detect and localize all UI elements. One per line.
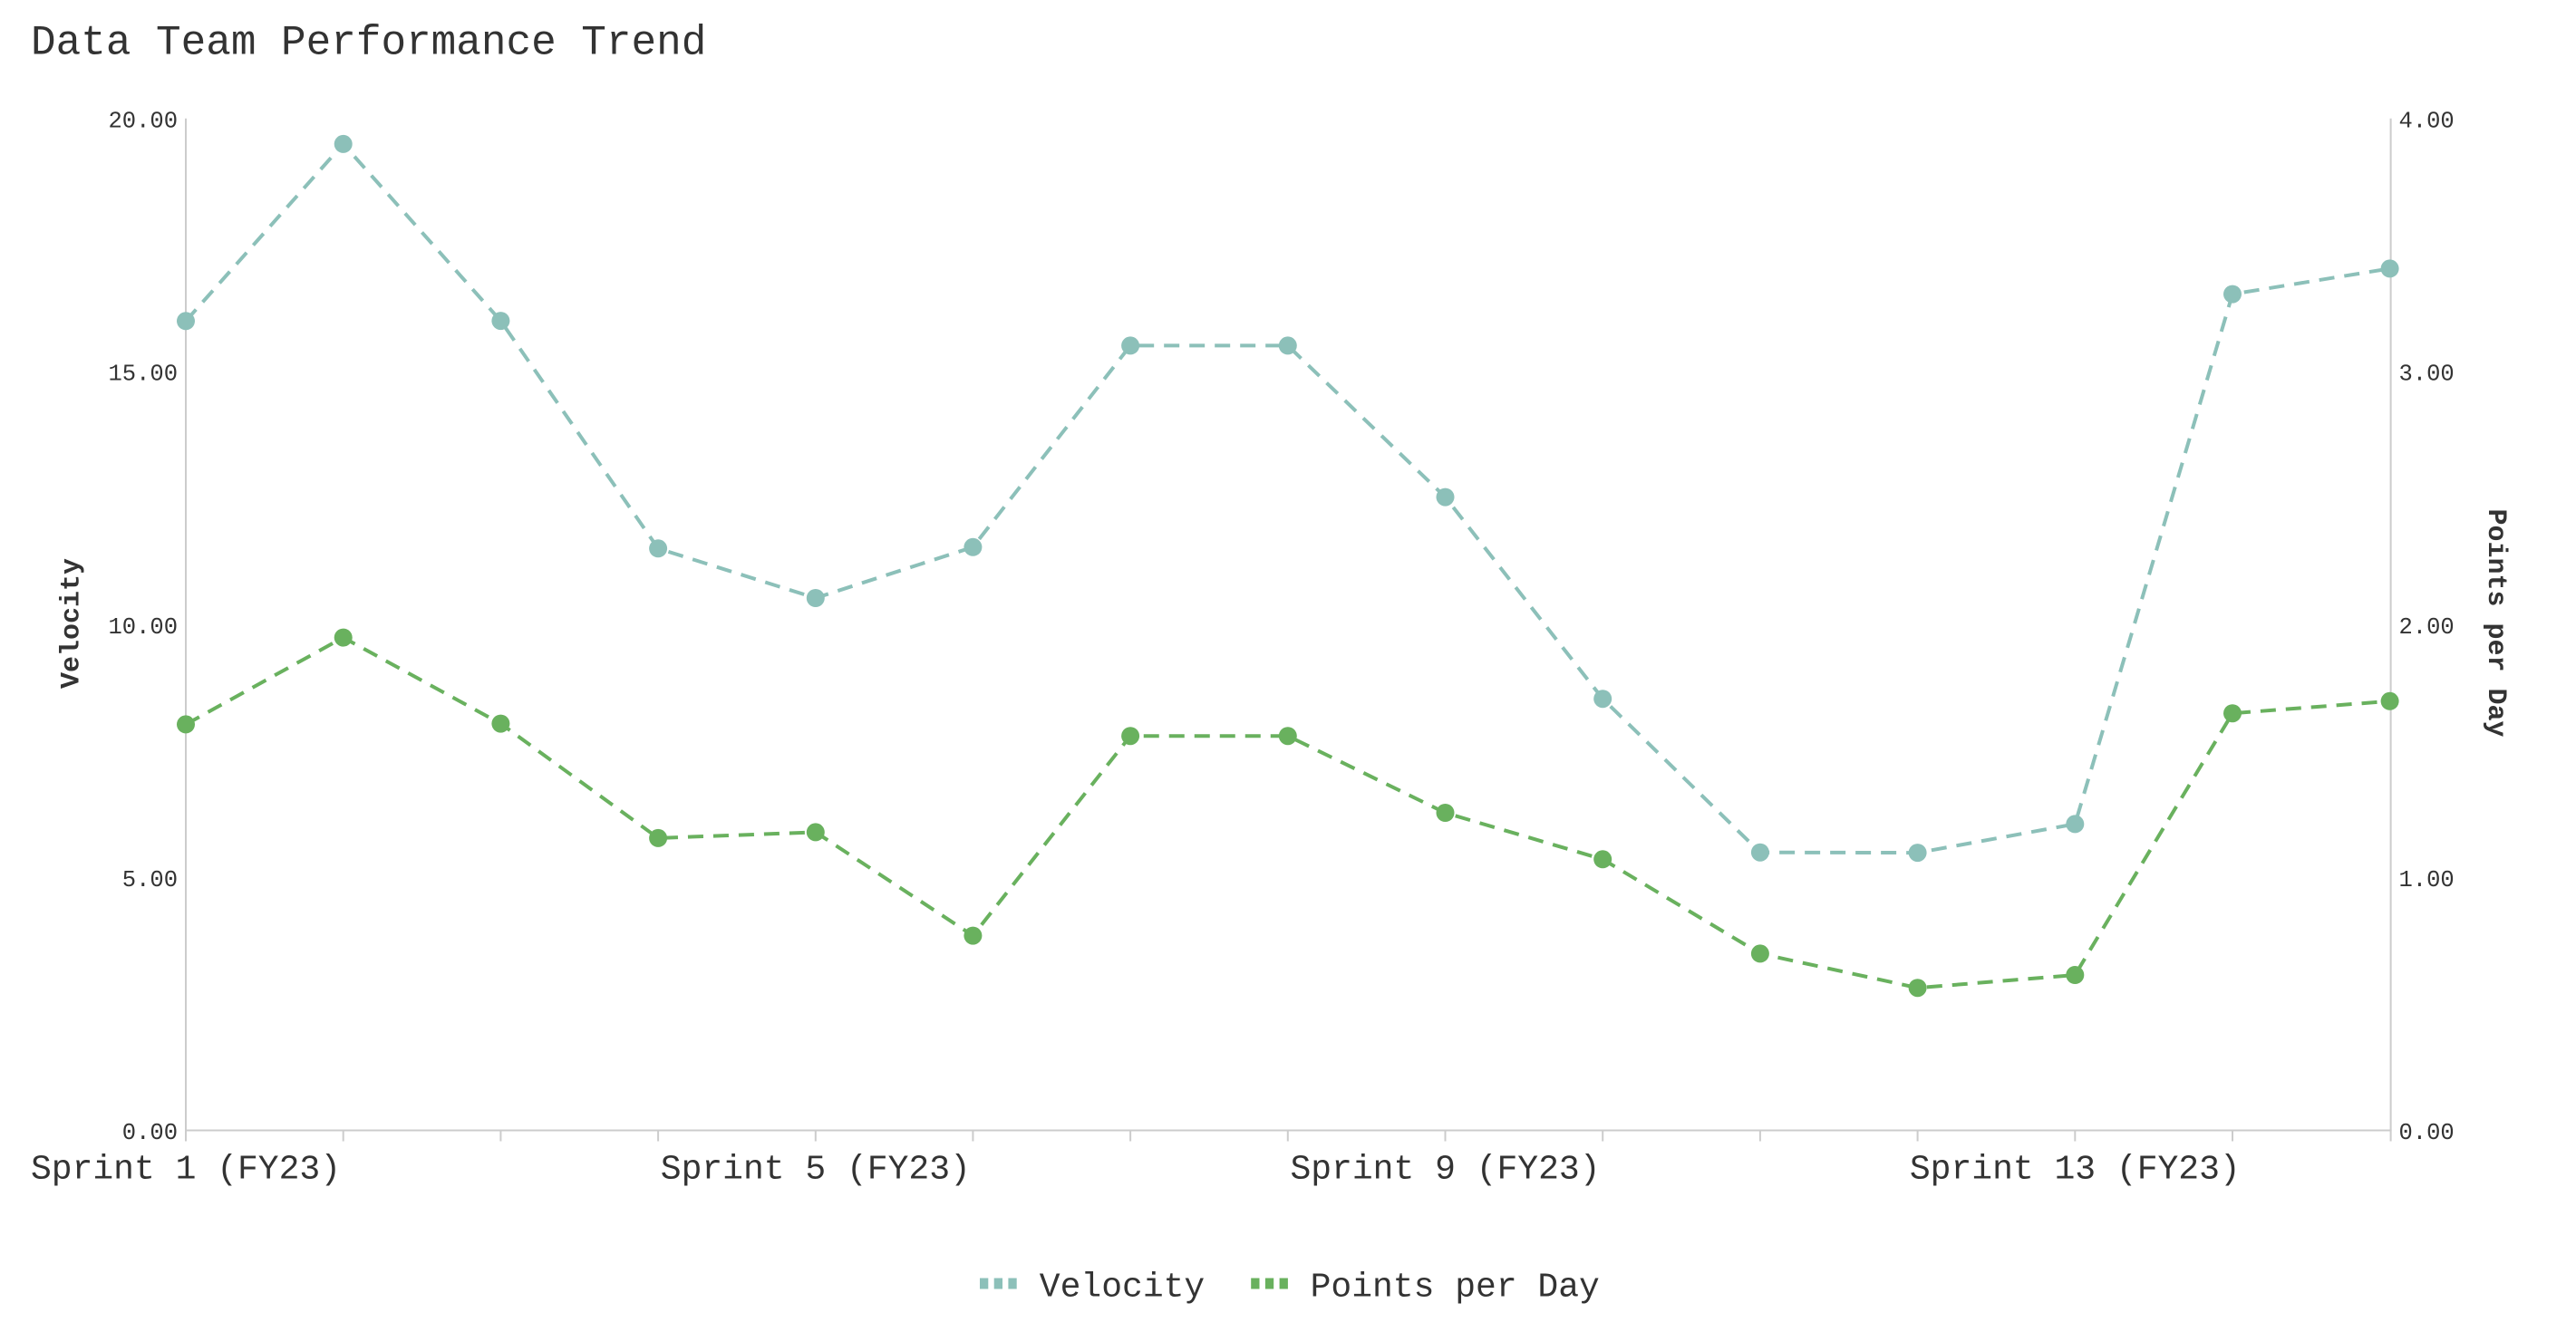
svg-text:5.00: 5.00 bbox=[122, 867, 178, 893]
svg-text:Data Team Performance Trend: Data Team Performance Trend bbox=[31, 20, 706, 67]
svg-text:3.00: 3.00 bbox=[2399, 362, 2455, 388]
svg-text:0.00: 0.00 bbox=[122, 1120, 178, 1146]
svg-text:10.00: 10.00 bbox=[108, 614, 178, 641]
svg-text:Velocity: Velocity bbox=[57, 558, 88, 689]
svg-text:Sprint 1 (FY23): Sprint 1 (FY23) bbox=[31, 1151, 341, 1190]
svg-text:Sprint 9 (FY23): Sprint 9 (FY23) bbox=[1290, 1151, 1600, 1190]
svg-text:1.00: 1.00 bbox=[2399, 867, 2455, 893]
svg-text:Sprint 5 (FY23): Sprint 5 (FY23) bbox=[661, 1151, 971, 1190]
svg-text:Points per Day: Points per Day bbox=[2480, 508, 2511, 737]
svg-text:20.00: 20.00 bbox=[108, 109, 178, 135]
svg-text:15.00: 15.00 bbox=[108, 362, 178, 388]
svg-text:0.00: 0.00 bbox=[2399, 1120, 2455, 1146]
svg-text:Points per Day: Points per Day bbox=[1311, 1268, 1600, 1307]
svg-text:2.00: 2.00 bbox=[2399, 614, 2455, 641]
svg-text:4.00: 4.00 bbox=[2399, 109, 2455, 135]
svg-text:Sprint 13 (FY23): Sprint 13 (FY23) bbox=[1910, 1151, 2241, 1190]
svg-text:Velocity: Velocity bbox=[1040, 1268, 1205, 1307]
